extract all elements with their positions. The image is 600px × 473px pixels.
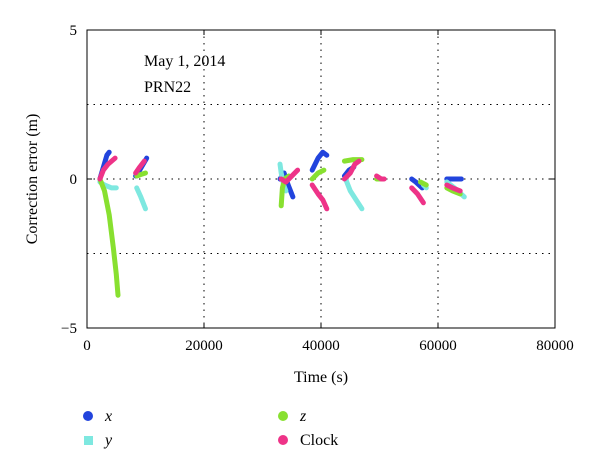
series-clock-segment — [444, 182, 463, 194]
series-clock-segment — [309, 182, 330, 212]
series-group — [97, 149, 467, 298]
series-y-segment — [134, 185, 148, 212]
legend-marker-x — [83, 411, 93, 421]
series-clock-segment — [278, 167, 301, 185]
y-tick-label: −5 — [61, 321, 77, 337]
annotation-prn: PRN22 — [144, 79, 191, 96]
legend: x y z Clock — [83, 408, 338, 449]
x-tick-label: 80000 — [536, 338, 574, 354]
annotation-date: May 1, 2014 — [144, 53, 225, 70]
x-axis-label: Time (s) — [294, 369, 348, 386]
x-tick-label: 20000 — [185, 338, 223, 354]
series-clock-segment — [133, 158, 147, 176]
series-clock-segment — [97, 155, 118, 182]
legend-label-z: z — [299, 408, 307, 425]
legend-label-y: y — [103, 432, 113, 449]
series-clock-segment — [409, 185, 426, 206]
x-tick-label: 0 — [83, 338, 91, 354]
legend-label-clock: Clock — [300, 432, 338, 449]
legend-label-x: x — [104, 408, 112, 425]
series-z-segment — [97, 176, 121, 298]
series-z-segment — [444, 185, 463, 197]
series-z-segment — [309, 167, 327, 182]
y-tick-label: 5 — [70, 23, 78, 39]
y-tick-label: 0 — [70, 172, 78, 188]
x-tick-label: 60000 — [419, 338, 457, 354]
legend-marker-z — [278, 411, 288, 421]
legend-marker-clock — [278, 435, 288, 445]
series-x-segment — [309, 149, 330, 173]
grid — [87, 30, 555, 328]
series-clock-segment — [341, 158, 362, 182]
series-x-segment — [409, 176, 425, 191]
series-z-segment — [417, 179, 429, 188]
series-clock-segment — [374, 173, 387, 182]
ticks: 0 20000 40000 60000 80000 −5 0 5 — [61, 23, 574, 354]
series-y-segment — [343, 176, 365, 212]
series-z-segment — [134, 170, 148, 179]
x-tick-label: 40000 — [302, 338, 340, 354]
y-axis-label: Correction error (m) — [24, 114, 41, 245]
legend-marker-y — [84, 436, 93, 445]
